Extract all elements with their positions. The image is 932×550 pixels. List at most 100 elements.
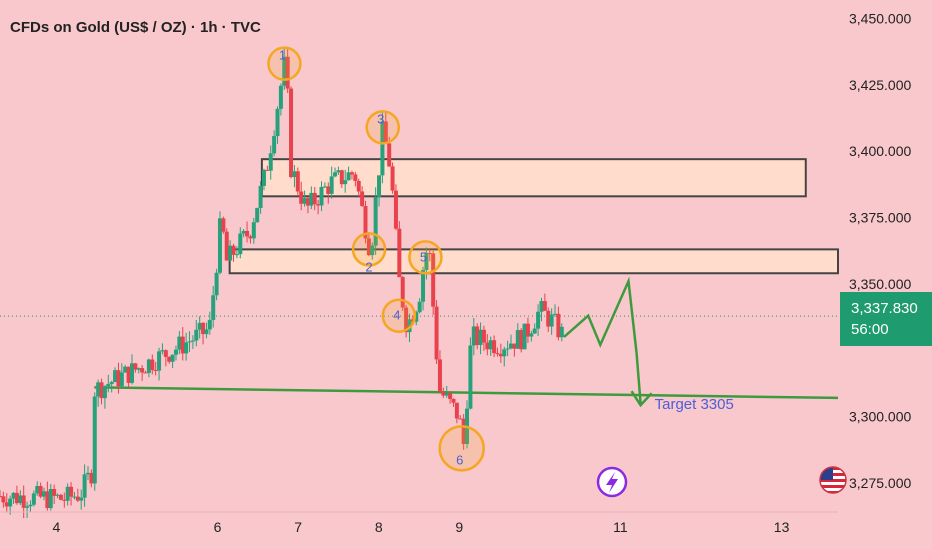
candle-body [214,272,219,296]
candle-body [468,345,473,409]
candle-body [102,386,107,399]
candle-body [228,245,233,261]
candle-body [75,496,80,501]
last-price-tag: 3,337.830 56:00 [840,292,932,346]
candle-body [444,393,449,396]
candle-body [126,366,131,383]
candle-body [302,198,307,204]
candle-body [241,230,246,234]
candle-body [8,498,13,507]
candle-body [190,340,195,342]
candle-body [231,245,236,255]
candle-body [96,382,101,397]
candle-body [4,502,9,507]
wave-marker-circle [365,110,400,145]
candle-body [119,372,124,387]
candle-body [129,363,134,383]
candle-body [509,343,514,349]
candle-body [492,340,497,354]
candle-body [390,166,395,191]
wave-marker-label: 1 [279,48,286,63]
wave-marker-circle [267,46,302,81]
candle-body [481,329,486,343]
wave-marker-label: 3 [377,111,384,126]
candle-body [495,353,500,355]
candle-body [316,204,321,206]
lightning-icon[interactable] [596,466,628,498]
candle-body [292,171,297,178]
candle-body [363,205,368,239]
candle-body [397,228,402,278]
y-tick-label: 3,350.000 [849,276,911,292]
candle-body [48,489,53,509]
x-tick-label: 13 [774,519,790,535]
candle-body [282,56,287,86]
candle-body [99,382,104,399]
candle-body [505,348,510,350]
candle-body [305,198,310,206]
candle-body [194,329,199,341]
candle-body [0,496,2,498]
time-axis[interactable]: 4 6 7 8 9 11 13 [0,511,838,535]
candle-body [180,336,185,354]
candle-body [45,491,50,509]
us-flag-icon[interactable] [818,465,848,495]
candle-body [529,333,534,337]
candle-body [41,491,46,497]
candle-body [211,295,216,320]
resistance-zone [260,158,807,198]
candle-body [336,170,341,173]
candle-body [299,191,304,204]
candle-body [512,343,517,349]
candle-body [62,499,67,501]
candle-body [167,356,172,362]
candle-body [319,186,324,206]
candle-body [553,313,558,315]
projection-arrowhead [630,390,653,408]
candle-body [522,323,527,350]
candle-body [559,326,564,338]
candle-body [150,359,155,371]
candle-body [427,252,432,254]
candle-body [448,393,453,399]
candle-body [245,230,250,237]
candle-body [58,494,63,500]
wave-marker-circle [351,232,387,267]
candle-body [546,310,551,327]
candle-body [163,350,168,357]
x-tick-label: 7 [294,519,302,535]
resistance-zones [228,158,839,275]
y-tick-label: 3,400.000 [849,143,911,159]
candle-body [65,486,70,501]
candle-body [556,313,561,338]
candle-body [255,207,260,223]
candle-body [136,368,141,370]
candle-body [261,169,266,186]
candle-body [278,85,283,109]
candle-body [434,306,439,360]
candle-body [471,326,476,346]
price-axis[interactable]: 3,450.000 3,425.000 3,400.000 3,375.000 3,35… [849,11,911,491]
candle-body [28,504,33,507]
candle-body [14,492,19,504]
wave-markers: 1 2 3 4 5 6 [267,46,485,472]
candle-body [170,354,175,362]
target-label: Target 3305 [655,396,734,413]
candle-body [204,329,209,335]
candle-body [221,218,226,232]
candle-body [309,192,314,206]
candle-body [52,489,57,496]
candle-body [173,349,178,355]
x-tick-label: 11 [613,519,628,535]
candle-body [234,254,239,256]
candle-body [532,328,537,334]
candle-body [140,368,145,373]
candle-body [458,418,463,420]
candle-body [272,136,277,154]
candle-body [251,222,256,239]
y-tick-label: 3,375.000 [849,210,911,226]
projection-layer: Target 3305 [563,276,734,413]
candle-body [25,506,30,508]
candle-body [441,391,446,396]
